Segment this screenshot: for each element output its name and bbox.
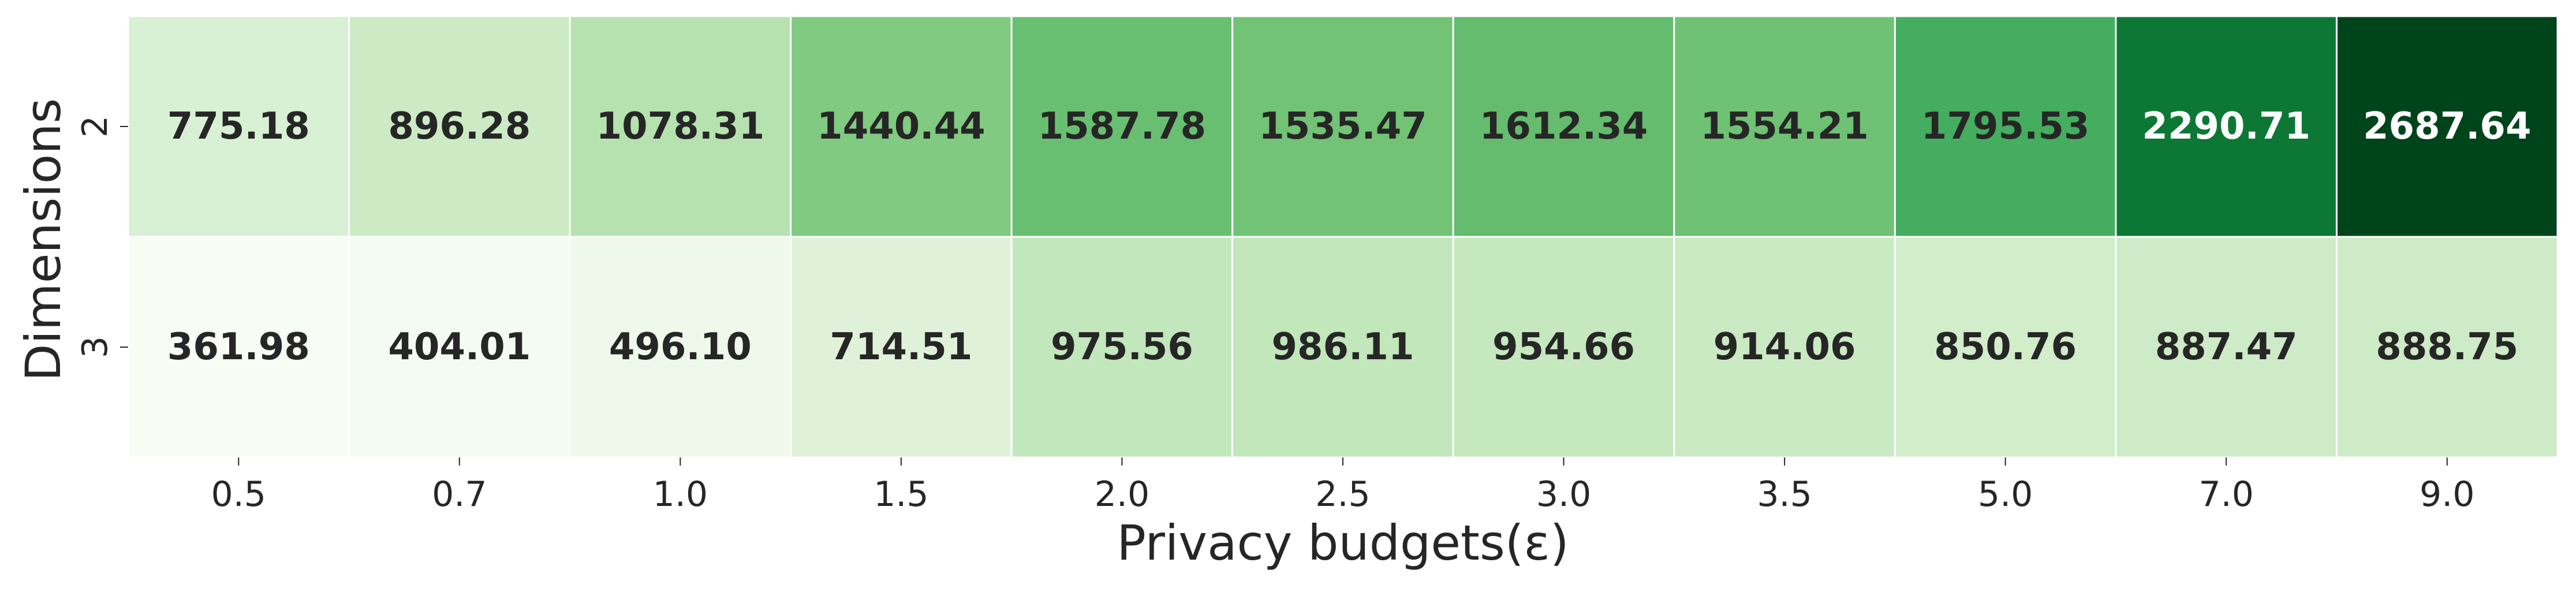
x-axis-title: Privacy budgets(ε) (1117, 515, 1569, 571)
heatmap-cell-labels: 775.18 896.28 1078.31 1440.44 1587.78 1535.47… (167, 105, 2532, 368)
x-tick-label: 1.5 (873, 474, 928, 515)
cell-value-label: 887.47 (2155, 326, 2298, 368)
x-tick-label: 2.5 (1315, 474, 1370, 515)
cell-value-label: 896.28 (388, 105, 531, 148)
heatmap-cell (1231, 15, 1454, 238)
heatmap-cell (348, 236, 571, 459)
heatmap-cell (569, 236, 792, 459)
heatmap-cell (127, 15, 350, 238)
cell-value-label: 361.98 (167, 326, 310, 368)
heatmap-cell (1010, 236, 1234, 459)
y-axis-ticks: 23 (75, 116, 128, 358)
x-tick-label: 1.0 (653, 474, 708, 515)
heatmap-cell (1673, 15, 1896, 238)
heatmap-cell (2335, 15, 2559, 238)
y-tick-label: 3 (75, 336, 115, 358)
heatmap-cell (2115, 236, 2338, 459)
heatmap-cell (1010, 15, 1234, 238)
heatmap-cell (127, 236, 350, 459)
cell-value-label: 914.06 (1713, 326, 1856, 368)
x-tick-label: 2.0 (1095, 474, 1149, 515)
cell-value-label: 888.75 (2376, 326, 2518, 368)
heatmap-cell (1231, 236, 1454, 459)
cell-value-label: 1535.47 (1259, 105, 1427, 148)
cell-value-label: 404.01 (388, 326, 531, 368)
x-tick-label: 5.0 (1978, 474, 2033, 515)
cell-value-label: 986.11 (1272, 326, 1414, 368)
heatmap-cell (1894, 236, 2117, 459)
cell-value-label: 2687.64 (2363, 105, 2532, 148)
heatmap-cell (790, 236, 1013, 459)
heatmap-cell (2335, 236, 2559, 459)
cell-value-label: 975.56 (1051, 326, 1193, 368)
y-axis-title: Dimensions (15, 98, 72, 381)
x-tick-label: 3.0 (1536, 474, 1591, 515)
heatmap-cell (1452, 236, 1675, 459)
x-tick-label: 0.5 (211, 474, 266, 515)
cell-value-label: 954.66 (1492, 326, 1635, 368)
heatmap-cell (1673, 236, 1896, 459)
cell-value-label: 1795.53 (1921, 105, 2090, 148)
heatmap-cell (569, 15, 792, 238)
cell-value-label: 1612.34 (1480, 105, 1648, 148)
cell-value-label: 714.51 (830, 326, 972, 368)
cell-value-label: 496.10 (609, 326, 752, 368)
cell-value-label: 775.18 (167, 105, 310, 148)
cell-value-label: 1587.78 (1038, 105, 1207, 148)
x-tick-label: 9.0 (2420, 474, 2474, 515)
x-axis-ticks: 0.5 0.7 1.0 1.5 2.0 2.5 3.0 3.5 5.0 7.0 9.0 (211, 457, 2474, 515)
cell-value-label: 1440.44 (817, 105, 985, 148)
y-tick-label: 2 (75, 116, 115, 137)
cell-value-label: 1554.21 (1700, 105, 1869, 148)
heatmap-cell (790, 15, 1013, 238)
heatmap-cells (127, 15, 2559, 459)
cell-value-label: 850.76 (1934, 326, 2077, 368)
x-tick-label: 0.7 (432, 474, 487, 515)
cell-value-label: 2290.71 (2142, 105, 2310, 148)
x-tick-label: 7.0 (2198, 474, 2253, 515)
cell-value-label: 1078.31 (596, 105, 765, 148)
heatmap-cell (348, 15, 571, 238)
heatmap-cell (2115, 15, 2338, 238)
x-tick-label: 3.5 (1757, 474, 1812, 515)
